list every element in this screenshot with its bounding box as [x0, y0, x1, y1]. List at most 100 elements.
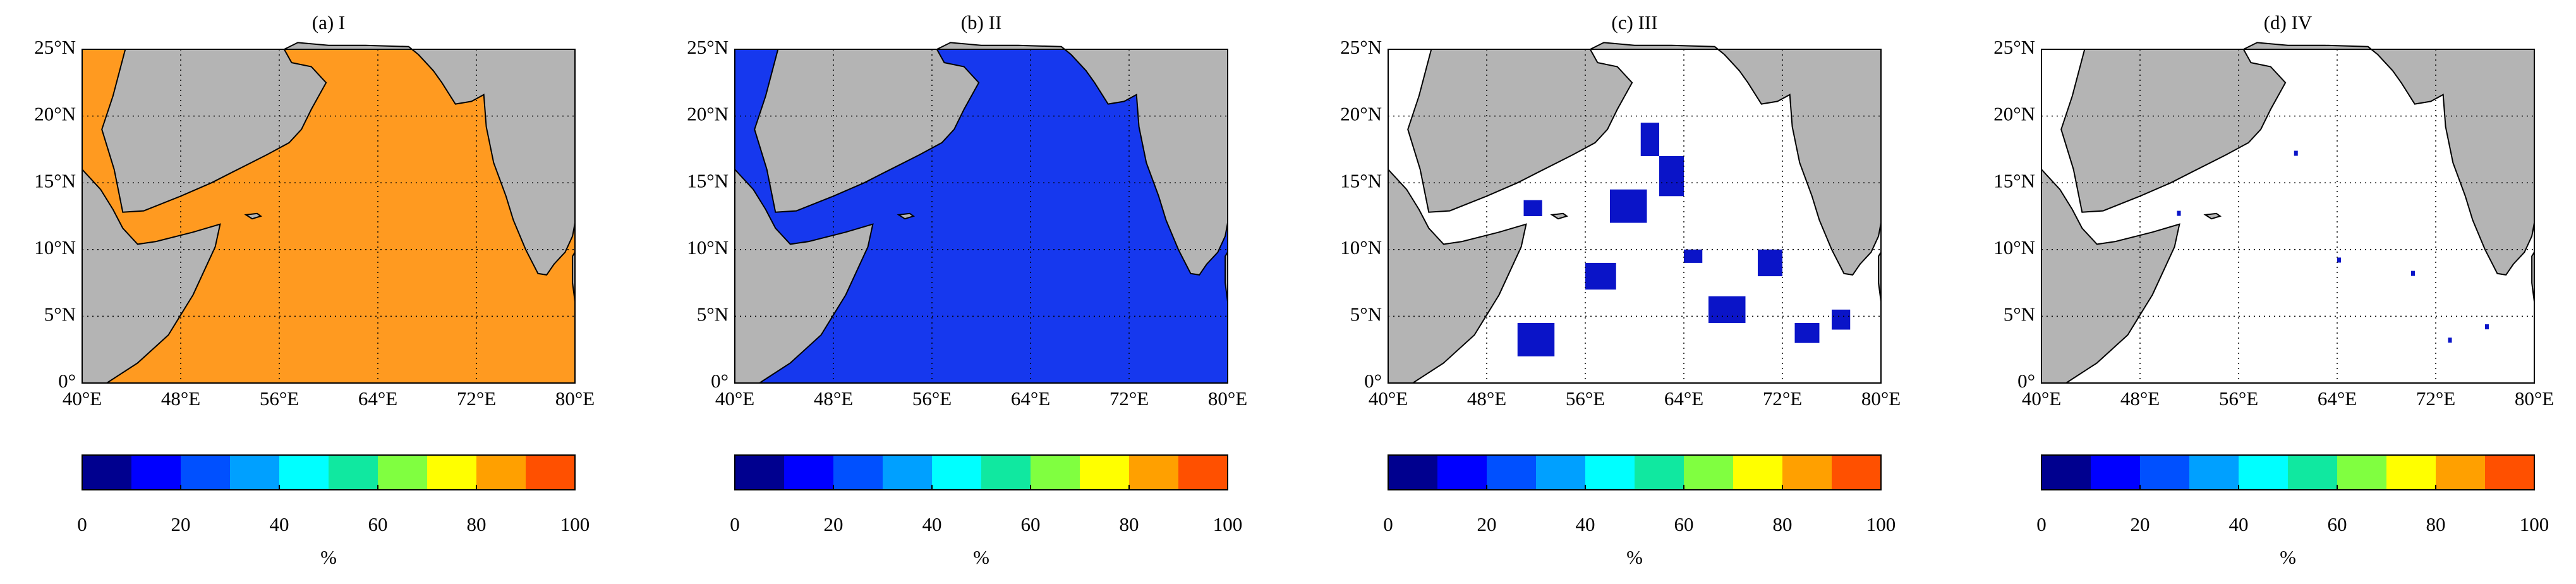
patch — [1832, 309, 1851, 330]
patch — [1610, 189, 1647, 223]
map-frame — [82, 49, 576, 384]
y-tick-label: 10°N — [34, 236, 76, 259]
colorbar-frame — [1388, 454, 1882, 490]
patch — [1708, 296, 1746, 323]
x-tick-label: 40°E — [63, 387, 102, 410]
y-tick-label: 25°N — [1993, 36, 2035, 58]
colorbar-cell — [1031, 455, 1080, 490]
colorbar-label: % — [1626, 546, 1643, 568]
colorbar-tick-label: 40 — [1576, 513, 1595, 535]
x-tick-label: 72°E — [457, 387, 496, 410]
colorbar-cell — [1178, 455, 1228, 490]
colorbar-tick-label: 60 — [1021, 513, 1041, 535]
island — [897, 212, 916, 220]
colorbar-cell — [981, 455, 1031, 490]
panel-title: (d) IV — [2264, 11, 2313, 33]
colorbar-label: % — [2280, 546, 2296, 568]
colorbar-cell — [2041, 455, 2091, 490]
colorbar-tick-label: 100 — [1866, 513, 1896, 535]
x-tick-label: 48°E — [2120, 387, 2160, 410]
y-tick-label: 0° — [2017, 370, 2035, 392]
patch — [1523, 200, 1542, 216]
x-tick-label: 48°E — [1467, 387, 1506, 410]
colorbar-tick-label: 100 — [1213, 513, 1243, 535]
colorbar-cell — [2239, 455, 2289, 490]
colorbar-tick-label: 20 — [824, 513, 844, 535]
map-panel: (d) IV 40°E 48°E 56°E 64°E 72°E 80°E 0° 5°N 10°N 1… — [1993, 11, 2554, 568]
map-frame — [734, 49, 1228, 384]
colorbar-cell — [2189, 455, 2239, 490]
colorbar-cell — [1536, 455, 1586, 490]
x-tick-label: 80°E — [1861, 387, 1901, 410]
x-tick-label: 40°E — [1369, 387, 1408, 410]
map-panel: (b) II 40°E 48°E 56°E 64°E 72°E 80°E 0° 5°N 10°N 1… — [687, 11, 1247, 568]
map-frame — [2041, 49, 2535, 384]
colorbar-cell — [1733, 455, 1783, 490]
x-tick-label: 64°E — [358, 387, 397, 410]
colorbar-tick-label: 0 — [77, 513, 87, 535]
y-tick-label: 20°N — [34, 103, 76, 125]
colorbar-cell — [2436, 455, 2486, 490]
colorbar-cell — [378, 455, 428, 490]
colorbar-tick-label: 20 — [1477, 513, 1497, 535]
colorbar-label: % — [973, 546, 989, 568]
y-tick-label: 25°N — [1340, 36, 1382, 58]
x-tick-label: 56°E — [912, 387, 952, 410]
x-tick-label: 64°E — [2318, 387, 2357, 410]
colorbar-cell — [1129, 455, 1179, 490]
x-tick-label: 72°E — [1110, 387, 1149, 410]
y-tick-label: 5°N — [697, 303, 729, 325]
colorbar-cell — [2140, 455, 2190, 490]
colorbar-cell — [181, 455, 231, 490]
colorbar-tick-label: 80 — [1773, 513, 1793, 535]
colorbar-tick-label: 20 — [171, 513, 191, 535]
panel-title: (c) III — [1611, 11, 1657, 33]
y-tick-label: 5°N — [44, 303, 76, 325]
colorbar-tick-label: 60 — [368, 513, 388, 535]
patch — [1794, 322, 1820, 343]
x-tick-label: 72°E — [2416, 387, 2455, 410]
x-tick-label: 64°E — [1011, 387, 1050, 410]
land — [1388, 167, 1527, 384]
x-tick-label: 64°E — [1664, 387, 1703, 410]
land — [2060, 42, 2535, 276]
colorbar-tick-label: 80 — [1120, 513, 1139, 535]
patch — [2448, 338, 2452, 343]
patch — [1640, 123, 1659, 156]
colorbar-tick-label: 0 — [1383, 513, 1393, 535]
y-tick-label: 15°N — [687, 169, 729, 192]
island — [1550, 212, 1569, 220]
x-tick-label: 56°E — [2219, 387, 2258, 410]
colorbar-tick-label: 80 — [467, 513, 487, 535]
colorbar-cell — [932, 455, 982, 490]
x-tick-label: 80°E — [555, 387, 595, 410]
y-tick-label: 25°N — [34, 36, 76, 58]
colorbar-cell — [279, 455, 329, 490]
x-tick-label: 56°E — [1566, 387, 1605, 410]
colorbar-tick-label: 20 — [2131, 513, 2150, 535]
colorbar-tick-label: 40 — [922, 513, 942, 535]
colorbar-cell — [329, 455, 378, 490]
y-tick-label: 15°N — [1993, 169, 2035, 192]
colorbar-cell — [1782, 455, 1832, 490]
y-tick-label: 5°N — [2004, 303, 2035, 325]
colorbar-frame — [2041, 454, 2535, 490]
land — [734, 167, 874, 384]
land — [754, 42, 1228, 276]
x-tick-label: 80°E — [2515, 387, 2554, 410]
x-tick-label: 40°E — [2022, 387, 2061, 410]
colorbar-cell — [1487, 455, 1537, 490]
island — [2203, 212, 2222, 220]
colorbar-frame — [734, 454, 1228, 490]
panel-title: (a) I — [312, 11, 345, 33]
y-tick-label: 20°N — [687, 103, 729, 125]
x-tick-label: 48°E — [814, 387, 853, 410]
y-tick-label: 0° — [711, 370, 729, 392]
colorbar-cell — [1684, 455, 1734, 490]
land — [101, 42, 576, 276]
colorbar-tick-label: 0 — [2036, 513, 2047, 535]
colorbar-cell — [1585, 455, 1635, 490]
land — [1407, 42, 1882, 276]
colorbar-cell — [1388, 455, 1438, 490]
